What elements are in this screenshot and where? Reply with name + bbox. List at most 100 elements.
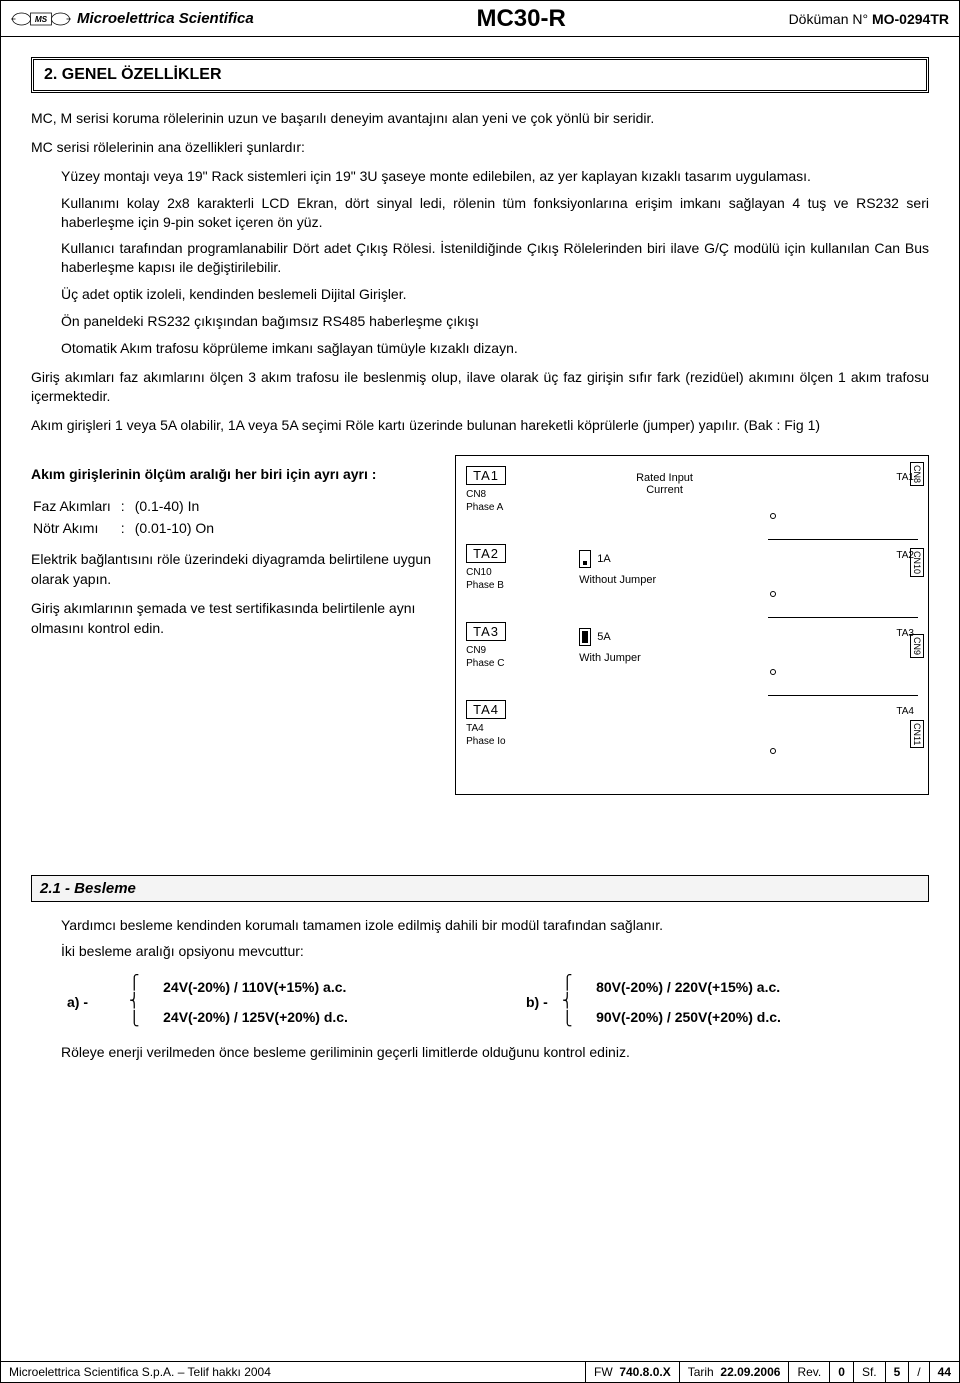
phase-a-label: Phase A (466, 502, 561, 513)
feature-item: Kullanımı kolay 2x8 karakterli LCD Ekran… (61, 194, 929, 232)
rev-value: 0 (838, 1365, 845, 1379)
ta4-label: TA4 (466, 700, 506, 719)
features-list: Yüzey montajı veya 19" Rack sistemleri i… (61, 167, 929, 358)
brand-name: Microelettrica Scientifica (77, 10, 254, 27)
five-a-label: 5A (597, 630, 610, 642)
footer-fw: FW 740.8.0.X (586, 1362, 680, 1382)
footer-date: Tarih 22.09.2006 (680, 1362, 790, 1382)
ta1-right: TA1 (768, 466, 918, 540)
body: 2. GENEL ÖZELLİKLER MC, M serisi koruma … (1, 37, 959, 1080)
range-label: Nötr Akımı (33, 518, 119, 538)
footer-copyright: Microelettrica Scientifica S.p.A. – Teli… (1, 1362, 586, 1382)
svg-text:MS: MS (35, 15, 48, 24)
ct-diagram: CN8 CN10 CN9 CN11 TA1 CN8 Phase A Rated … (455, 455, 929, 795)
one-a-label: 1A (597, 552, 610, 564)
cn8-label: CN8 (466, 489, 561, 500)
brace-left-b: ⎧⎨⎩ (558, 973, 590, 1031)
ta4-mid-empty (579, 700, 750, 706)
ta4-right-label: TA4 (896, 706, 914, 717)
fw-label: FW (594, 1365, 613, 1379)
a2-text: 24V(-20%) / 125V(+20%) d.c. (163, 1009, 348, 1025)
with-jumper-label: With Jumper (579, 652, 750, 664)
footer-page-num: 5 (886, 1362, 910, 1382)
wiring-note-1: Elektrik bağlantısını röle üzerindeki di… (31, 550, 435, 589)
supply-options-table: a) - ⎧⎨⎩ 24V(-20%) / 110V(+15%) a.c. b) … (61, 971, 929, 1033)
ta1-label: TA1 (466, 466, 506, 485)
circle-icon (770, 591, 776, 597)
b2-text: 90V(-20%) / 250V(+20%) d.c. (596, 1009, 781, 1025)
ta4-right: TA4 (768, 700, 918, 774)
ta3-right: TA3 (768, 622, 918, 696)
rated-input-label: Rated Input Current (579, 466, 750, 496)
ranges-heading: Akım girişlerinin ölçüm aralığı her biri… (31, 465, 435, 485)
ta2-right-label: TA2 (896, 550, 914, 561)
ta4-block: TA4 TA4 Phase Io (466, 700, 561, 747)
brace-left-a: ⎧⎨⎩ (125, 973, 157, 1031)
ta3-block: TA3 CN9 Phase C (466, 622, 561, 669)
supply-para-3: Röleye enerji verilmeden önce besleme ge… (61, 1043, 929, 1062)
doc-number: Döküman N° MO-0294TR (789, 11, 949, 27)
pg-total: 44 (938, 1365, 951, 1379)
input-para-1: Giriş akımları faz akımlarını ölçen 3 ak… (31, 368, 929, 406)
page-footer: Microelettrica Scientifica S.p.A. – Teli… (1, 1361, 959, 1382)
phase-c-label: Phase C (466, 658, 561, 669)
ta1-block: TA1 CN8 Phase A (466, 466, 561, 513)
feature-item: Kullanıcı tarafından programlanabilir Dö… (61, 239, 929, 277)
range-label: Faz Akımları (33, 496, 119, 516)
cn9-label: CN9 (466, 645, 561, 656)
rev-label: Rev. (797, 1365, 821, 1379)
ta3-label: TA3 (466, 622, 506, 641)
table-row: a) - ⎧⎨⎩ 24V(-20%) / 110V(+15%) a.c. b) … (63, 973, 927, 1001)
ta2-right: TA2 (768, 544, 918, 618)
a1-text: 24V(-20%) / 110V(+15%) a.c. (163, 979, 346, 995)
option-b-line2: 90V(-20%) / 250V(+20%) d.c. (592, 1003, 927, 1031)
footer-rev-val: 0 (830, 1362, 854, 1382)
footer-rev: Rev. (789, 1362, 830, 1382)
input-para-2: Akım girişleri 1 veya 5A olabilir, 1A ve… (31, 416, 929, 435)
docnum-value: MO-0294TR (872, 11, 949, 27)
feature-item: Ön paneldeki RS232 çıkışından bağımsız R… (61, 312, 929, 331)
feature-item: Yüzey montajı veya 19" Rack sistemleri i… (61, 167, 929, 186)
ranges-and-diagram: Akım girişlerinin ölçüm aralığı her biri… (31, 455, 929, 795)
date-value: 22.09.2006 (720, 1365, 780, 1379)
ta1-right-label: TA1 (896, 472, 914, 483)
a-label-text: a) - (67, 994, 88, 1010)
section-2-1-heading: 2.1 - Besleme (31, 875, 929, 902)
range-colon: : (121, 496, 133, 516)
range-value: (0.1-40) In (135, 496, 222, 516)
supply-para-2: İki besleme aralığı opsiyonu mevcuttur: (61, 942, 929, 961)
intro-para: MC, M serisi koruma rölelerinin uzun ve … (31, 109, 929, 128)
pg-label: Sf. (862, 1365, 877, 1379)
ta3-right-label: TA3 (896, 628, 914, 639)
option-b-label: b) - (496, 973, 556, 1031)
jumper-open-icon (579, 550, 591, 568)
page-header: MS Microelettrica Scientifica MC30-R Dök… (1, 1, 959, 37)
feature-item: Üç adet optik izoleli, kendinden besleme… (61, 285, 929, 304)
footer-page: Sf. (854, 1362, 886, 1382)
b-label-text: b) - (526, 994, 548, 1010)
pg-value: 5 (894, 1365, 901, 1379)
jumper-1a: 1A Without Jumper (579, 544, 750, 586)
range-colon: : (121, 518, 133, 538)
ranges-column: Akım girişlerinin ölçüm aralığı her biri… (31, 455, 435, 649)
cn10-label: CN10 (466, 567, 561, 578)
without-jumper-label: Without Jumper (579, 574, 750, 586)
b1-text: 80V(-20%) / 220V(+15%) a.c. (596, 979, 780, 995)
wiring-note-2: Giriş akımlarının şemada ve test sertifi… (31, 599, 435, 638)
page: MS Microelettrica Scientifica MC30-R Dök… (0, 0, 960, 1383)
date-label: Tarih (688, 1365, 714, 1379)
supply-para-1: Yardımcı besleme kendinden korumalı tama… (61, 916, 929, 935)
option-a-label: a) - (63, 973, 123, 1031)
brand-logo: MS Microelettrica Scientifica (11, 9, 254, 29)
product-title: MC30-R (254, 5, 789, 33)
ta2-block: TA2 CN10 Phase B (466, 544, 561, 591)
option-b-line1: 80V(-20%) / 220V(+15%) a.c. (592, 973, 927, 1001)
table-row: Nötr Akımı : (0.01-10) On (33, 518, 222, 538)
section-2-1-body: Yardımcı besleme kendinden korumalı tama… (61, 916, 929, 1063)
feature-item: Otomatik Akım trafosu köprüleme imkanı s… (61, 339, 929, 358)
phase-io-label: Phase Io (466, 736, 561, 747)
rated-bot: Current (579, 484, 750, 496)
circle-icon (770, 748, 776, 754)
option-a-line2: 24V(-20%) / 125V(+20%) d.c. (159, 1003, 494, 1031)
footer-page-total: 44 (930, 1362, 959, 1382)
